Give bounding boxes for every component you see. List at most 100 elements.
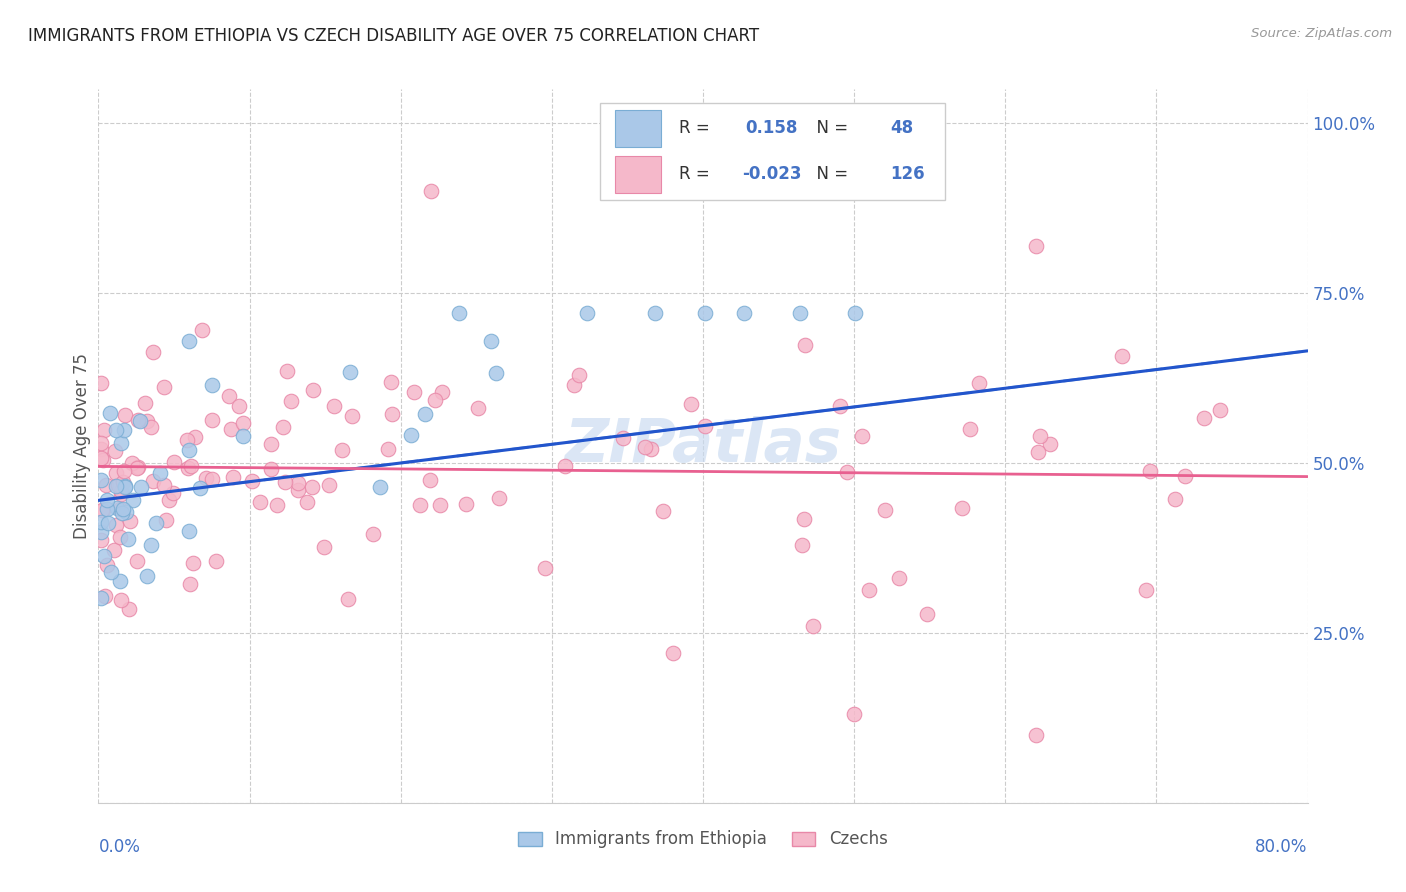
Point [191,322,214,336]
Point [415,407,437,421]
Point [118,602,141,616]
Point [142,344,165,359]
Point [336,591,359,606]
Point [114,478,136,492]
Point [733,306,755,320]
Point [851,429,873,443]
Point [105,423,128,437]
Point [162,455,184,469]
Point [107,478,129,492]
Point [652,504,675,518]
Point [271,419,294,434]
Point [91,502,114,516]
Point [127,554,149,568]
Point [141,474,163,488]
Point [1209,402,1232,417]
Point [110,436,132,450]
Point [184,430,207,444]
Point [679,397,702,411]
Point [110,592,132,607]
Point [188,481,211,495]
Point [100,565,122,579]
Point [145,516,167,530]
Point [181,556,204,570]
Point [90,525,112,540]
Point [104,444,127,458]
Text: 0.158: 0.158 [745,120,797,137]
Point [111,506,134,520]
Point [568,368,591,383]
Text: N =: N = [806,165,853,184]
Point [136,569,159,583]
Text: 0.0%: 0.0% [98,838,141,856]
Point [90,435,112,450]
Point [155,513,177,527]
Point [380,376,402,390]
Point [153,478,176,492]
Legend: Immigrants from Ethiopia, Czechs: Immigrants from Ethiopia, Czechs [512,824,894,855]
Point [96,502,118,516]
Point [111,475,134,490]
Point [127,460,149,475]
Point [1164,491,1187,506]
Point [488,491,510,506]
Point [121,456,143,470]
Point [91,503,114,517]
Point [432,385,454,400]
Point [302,383,325,397]
Point [404,384,426,399]
Point [276,363,298,377]
Point [314,540,336,554]
Point [96,477,118,491]
Point [449,306,471,320]
Point [139,538,162,552]
Point [222,470,245,484]
Point [153,380,176,394]
Point [104,479,127,493]
Point [456,497,478,511]
Point [105,500,128,515]
Point [125,461,148,475]
Point [232,417,254,431]
Point [1139,464,1161,478]
Point [1039,437,1062,451]
Point [274,475,297,489]
Point [467,401,489,416]
Point [122,493,145,508]
Text: R =: R = [679,165,714,184]
Text: R =: R = [679,120,720,137]
Point [340,409,363,424]
Point [129,414,152,428]
Point [93,549,115,564]
Point [228,399,250,413]
Point [858,582,880,597]
Point [120,514,142,528]
Point [287,476,309,491]
Point [640,442,662,456]
Point [218,389,240,403]
Point [114,408,136,422]
Point [1024,238,1046,252]
Point [844,707,866,722]
Point [280,393,302,408]
Point [162,486,184,500]
Point [875,502,897,516]
Text: IMMIGRANTS FROM ETHIOPIA VS CZECH DISABILITY AGE OVER 75 CORRELATION CHART: IMMIGRANTS FROM ETHIOPIA VS CZECH DISABI… [28,27,759,45]
Point [90,515,112,529]
Point [429,498,451,512]
Point [295,495,318,509]
Text: Source: ZipAtlas.com: Source: ZipAtlas.com [1251,27,1392,40]
Point [127,413,149,427]
Point [534,560,557,574]
Point [401,428,423,442]
Point [141,420,163,434]
Text: ZIPatlas: ZIPatlas [564,417,842,475]
Point [409,498,432,512]
Point [249,494,271,508]
Point [219,422,242,436]
Point [93,423,115,437]
Point [111,502,134,516]
Point [420,184,443,198]
FancyBboxPatch shape [614,156,661,193]
Point [485,367,508,381]
